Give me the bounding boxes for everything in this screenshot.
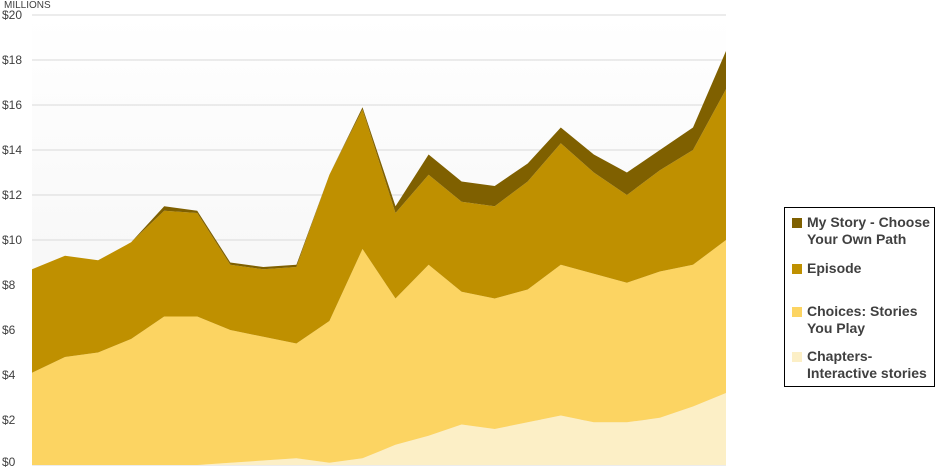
y-tick-label: $2 xyxy=(2,413,16,427)
area-my-story-choose-your-own-path xyxy=(32,51,726,270)
y-tick-label: $14 xyxy=(2,143,22,157)
area-choices-stories-you-play xyxy=(32,240,726,465)
y-axis-tick-labels: $0 $2 $4 $6 $8 $10 $12 $14 $16 $18 $20 xyxy=(2,8,22,468)
y-tick-label: $18 xyxy=(2,53,22,67)
y-tick-label: $6 xyxy=(2,323,16,337)
y-axis-unit-label: MILLIONS xyxy=(4,0,51,11)
legend-label: My Story - Choose Your Own Path xyxy=(807,214,930,247)
legend-item: Choices: Stories You Play xyxy=(792,303,934,337)
area-episode xyxy=(32,89,726,373)
y-tick-label: $12 xyxy=(2,188,22,202)
y-tick-label: $16 xyxy=(2,98,22,112)
legend-item: My Story - Choose Your Own Path xyxy=(792,214,934,248)
y-tick-label: $8 xyxy=(2,278,16,292)
legend-item: Chapters- Interactive stories xyxy=(792,348,934,382)
legend-swatch xyxy=(792,264,802,274)
legend-swatch xyxy=(792,218,802,228)
y-tick-label: $20 xyxy=(2,8,22,22)
y-tick-label: $0 xyxy=(2,455,16,468)
y-tick-label: $4 xyxy=(2,368,16,382)
area-series xyxy=(32,51,726,465)
legend-label: Chapters- Interactive stories xyxy=(807,348,927,381)
y-tick-label: $10 xyxy=(2,233,22,247)
legend-label: Choices: Stories You Play xyxy=(807,303,918,336)
area-chapters-interactive-stories xyxy=(32,393,726,465)
legend-item: Episode xyxy=(792,260,934,277)
legend-label: Episode xyxy=(807,260,862,276)
chart-legend: My Story - Choose Your Own Path Episode Ch… xyxy=(784,207,935,387)
legend-swatch xyxy=(792,307,802,317)
legend-swatch xyxy=(792,352,802,362)
